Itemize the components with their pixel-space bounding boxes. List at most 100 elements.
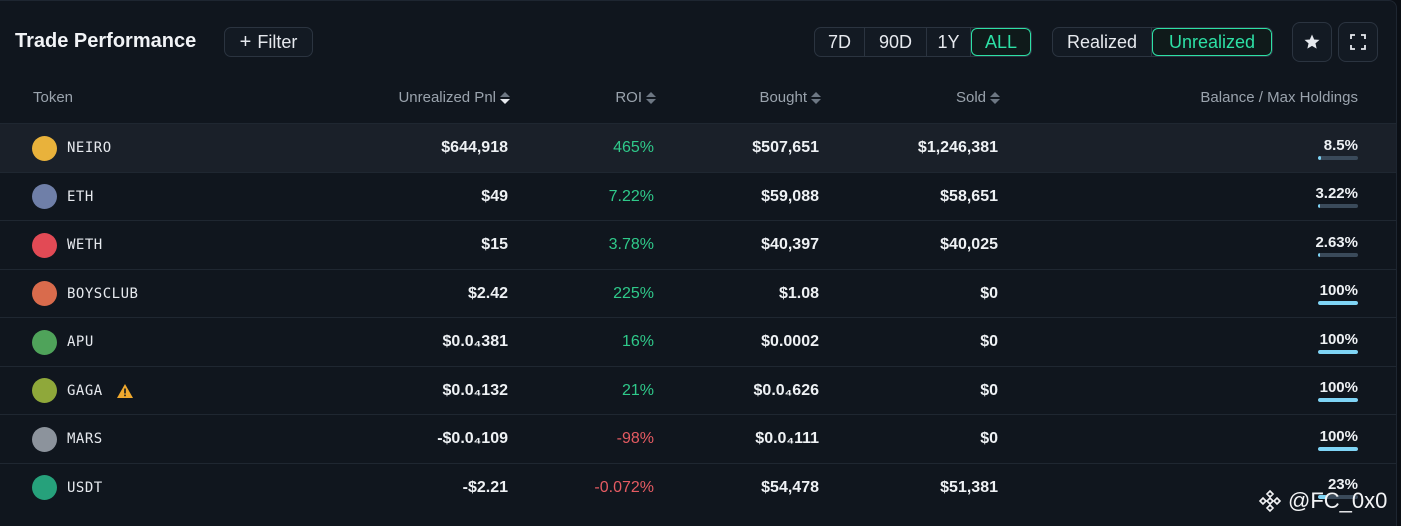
bought-cell: $507,651 <box>752 139 819 156</box>
fullscreen-button[interactable] <box>1338 22 1378 62</box>
pnl-cell: $0.0₄381 <box>442 333 508 350</box>
table-row[interactable]: ETH $49 7.22% $59,088 $58,651 3.22% <box>0 171 1396 221</box>
weth-icon <box>32 232 57 258</box>
bought-cell: $0.0₄111 <box>755 430 819 447</box>
holdings-bar-fill <box>1318 495 1328 499</box>
roi-cell: 21% <box>621 381 654 399</box>
col-sold[interactable]: Sold <box>956 89 1000 106</box>
holdings-bar <box>1318 446 1358 451</box>
token-cell: MARS <box>32 415 103 463</box>
eth-icon <box>32 184 57 209</box>
balance-percent: 3.22% <box>1315 185 1358 202</box>
holdings-bar-fill <box>1318 252 1320 257</box>
token-name: APU <box>67 334 94 350</box>
balance-cell: 100% <box>1318 415 1358 463</box>
favorite-button[interactable] <box>1292 22 1332 62</box>
sold-cell: $58,651 <box>940 187 998 205</box>
table-header: Token Unrealized Pnl ROI Bought Sold Bal… <box>0 81 1396 123</box>
page-title: Trade Performance <box>15 30 197 52</box>
table-row[interactable]: NEIRO $644,918 465% $507,651 $1,246,381 … <box>0 123 1396 172</box>
balance-cell: 3.22% <box>1315 173 1358 221</box>
neiro-icon <box>32 135 57 161</box>
star-icon <box>1304 34 1320 49</box>
sold-cell: $0 <box>980 284 998 302</box>
watermark-text: @FC_0x0 <box>1288 488 1388 513</box>
roi-cell: 7.22% <box>608 187 654 205</box>
roi-cell: -0.072% <box>594 478 654 496</box>
sold-cell: $0 <box>980 430 998 447</box>
holdings-bar-fill <box>1318 349 1358 354</box>
token-name: USDT <box>67 479 103 496</box>
balance-cell: 23% <box>1318 464 1358 512</box>
holdings-bar-fill <box>1318 155 1322 160</box>
token-name: NEIRO <box>67 140 112 156</box>
bought-cell: $59,088 <box>761 187 819 205</box>
balance-cell: 8.5% <box>1318 124 1358 172</box>
range-7d[interactable]: 7D <box>815 28 865 56</box>
col-pnl[interactable]: Unrealized Pnl <box>398 89 510 106</box>
table-body: NEIRO $644,918 465% $507,651 $1,246,381 … <box>0 123 1396 511</box>
table-row[interactable]: MARS -$0.0₄109 -98% $0.0₄111 $0 100% <box>0 414 1396 463</box>
sold-cell: $0 <box>980 381 998 399</box>
token-name: ETH <box>67 188 94 205</box>
table-row[interactable]: GAGA $0.0₄132 21% $0.0₄626 $0 100% <box>0 365 1396 415</box>
gaga-icon <box>32 378 57 403</box>
sort-icon <box>646 91 656 104</box>
filter-label: Filter <box>257 31 298 52</box>
holdings-bar-fill <box>1318 398 1358 402</box>
table-row[interactable]: BOYSCLUB $2.42 225% $1.08 $0 100% <box>0 268 1396 318</box>
balance-cell: 100% <box>1318 318 1358 366</box>
bought-cell: $1.08 <box>778 284 819 302</box>
binance-logo-icon <box>1258 489 1282 513</box>
bought-cell: $54,478 <box>761 478 819 496</box>
sold-cell: $40,025 <box>940 236 998 253</box>
balance-percent: 100% <box>1319 379 1358 396</box>
holdings-bar-fill <box>1318 204 1320 208</box>
filter-button[interactable]: + Filter <box>224 27 313 57</box>
balance-percent: 2.63% <box>1315 233 1358 251</box>
table-row[interactable]: APU $0.0₄381 16% $0.0002 $0 100% <box>0 317 1396 366</box>
pnl-cell: -$2.21 <box>462 478 508 496</box>
pnl-cell: $2.42 <box>467 284 508 302</box>
col-bought[interactable]: Bought <box>759 89 821 106</box>
fullscreen-icon <box>1350 34 1366 50</box>
holdings-bar <box>1318 301 1358 305</box>
col-roi[interactable]: ROI <box>615 89 656 106</box>
holdings-bar-fill <box>1318 446 1358 451</box>
sort-icon <box>811 91 821 104</box>
token-cell: USDT <box>32 464 103 512</box>
panel-header: Trade Performance + Filter 7D 90D 1Y ALL… <box>0 1 1396 81</box>
table-row[interactable]: WETH $15 3.78% $40,397 $40,025 2.63% <box>0 220 1396 269</box>
col-token-label: Token <box>33 89 74 106</box>
bought-cell: $0.0₄626 <box>753 381 819 399</box>
range-1y[interactable]: 1Y <box>927 28 971 56</box>
roi-cell: 465% <box>613 139 654 156</box>
col-roi-label: ROI <box>615 89 642 106</box>
balance-percent: 23% <box>1327 476 1358 493</box>
watermark: @FC_0x0 <box>1258 488 1387 514</box>
plus-icon: + <box>239 31 252 53</box>
roi-cell: -98% <box>616 430 654 447</box>
token-cell: WETH <box>32 221 103 269</box>
token-cell: ETH <box>32 173 94 221</box>
pnl-mode-toggle: Realized Unrealized <box>1052 27 1273 57</box>
token-cell: GAGA <box>32 367 133 415</box>
range-all[interactable]: ALL <box>971 28 1031 56</box>
col-sold-label: Sold <box>955 89 986 106</box>
mode-unrealized[interactable]: Unrealized <box>1152 28 1272 56</box>
table-row[interactable]: USDT -$2.21 -0.072% $54,478 $51,381 23% <box>0 462 1396 512</box>
pnl-cell: $0.0₄132 <box>442 381 508 399</box>
holdings-bar <box>1318 204 1358 208</box>
balance-percent: 100% <box>1319 427 1358 445</box>
col-pnl-label: Unrealized Pnl <box>398 89 496 106</box>
holdings-bar <box>1318 252 1358 257</box>
balance-percent: 8.5% <box>1323 136 1358 154</box>
balance-cell: 100% <box>1318 367 1358 415</box>
mode-realized[interactable]: Realized <box>1053 28 1152 56</box>
range-90d[interactable]: 90D <box>865 28 927 56</box>
bought-cell: $0.0002 <box>761 333 819 350</box>
holdings-bar <box>1318 155 1358 160</box>
bought-cell: $40,397 <box>761 236 819 253</box>
apu-icon <box>32 329 57 355</box>
pnl-cell: -$0.0₄109 <box>437 430 508 447</box>
